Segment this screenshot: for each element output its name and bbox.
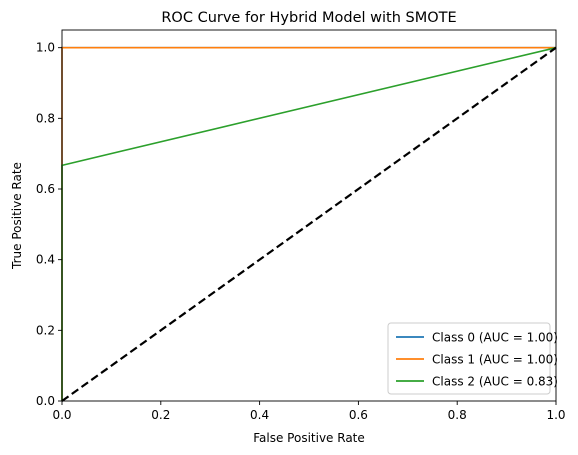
y-tick-label: 0.6 <box>36 182 55 196</box>
x-tick-label: 0.2 <box>151 408 170 422</box>
x-tick-label: 0.0 <box>52 408 71 422</box>
y-tick-label: 1.0 <box>36 41 55 55</box>
chance-reference-line <box>61 46 557 402</box>
legend: Class 0 (AUC = 1.00) Class 1 (AUC = 1.00)… <box>387 322 558 395</box>
x-axis-ticks: 0.0 0.2 0.4 0.6 0.8 1.0 <box>52 401 566 422</box>
x-tick-label: 1.0 <box>546 408 565 422</box>
x-axis-label: False Positive Rate <box>253 431 365 445</box>
legend-label-class-0: Class 0 (AUC = 1.00) <box>432 331 558 345</box>
legend-label-class-2: Class 2 (AUC = 0.83) <box>432 375 558 389</box>
y-axis-ticks: 0.0 0.2 0.4 0.6 0.8 1.0 <box>36 41 62 408</box>
y-tick-label: 0.8 <box>36 111 55 125</box>
x-tick-label: 0.8 <box>448 408 467 422</box>
legend-label-class-1: Class 1 (AUC = 1.00) <box>432 353 558 367</box>
chart-title: ROC Curve for Hybrid Model with SMOTE <box>161 10 456 26</box>
x-tick-label: 0.4 <box>250 408 269 422</box>
y-tick-label: 0.4 <box>36 253 55 267</box>
y-tick-label: 0.0 <box>36 394 55 408</box>
y-tick-label: 0.2 <box>36 323 55 337</box>
y-axis-label: True Positive Rate <box>10 162 24 270</box>
x-tick-label: 0.6 <box>349 408 368 422</box>
axes-frame <box>61 29 557 402</box>
legend-box <box>387 322 551 395</box>
